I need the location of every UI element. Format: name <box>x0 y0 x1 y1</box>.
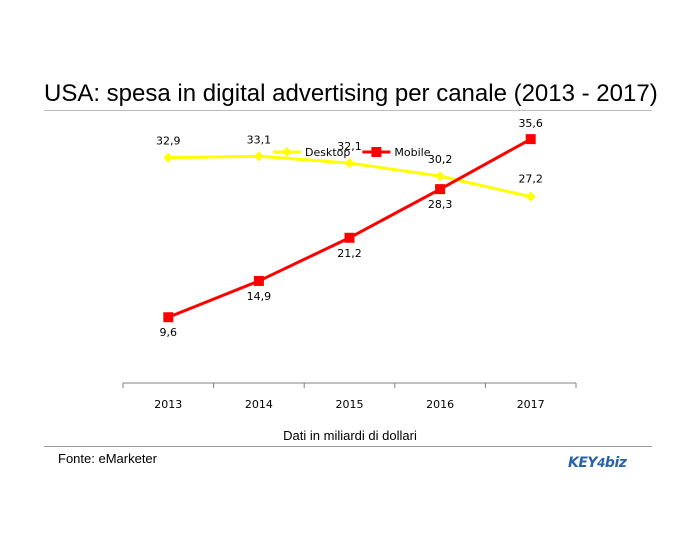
legend-entry: Mobile <box>394 146 430 159</box>
chart-legend: Desktop Mobile <box>273 146 431 159</box>
x-tick-label: 2017 <box>517 398 545 411</box>
data-label-desktop: 27,2 <box>518 173 543 186</box>
legend-swatch-marker <box>282 147 292 157</box>
data-label-desktop: 32,9 <box>156 135 181 148</box>
logo-part: biz <box>604 455 627 471</box>
data-point-desktop <box>525 191 536 202</box>
line-chart: Desktop Mobile 2013 2014 2015 2016 2017 32,9 3… <box>122 117 577 411</box>
data-labels: 32,9 33,1 32,1 30,2 27,2 9,6 14,9 21,2 28,3 35,6 <box>156 117 543 339</box>
data-label-mobile: 21,2 <box>337 247 362 260</box>
key4biz-logo: KEY4biz <box>568 455 627 471</box>
data-label-mobile: 28,3 <box>428 198 453 211</box>
page-title: USA: spesa in digital advertising per ca… <box>44 80 658 107</box>
data-label-mobile: 35,6 <box>518 117 543 130</box>
logo-part: 4 <box>597 456 605 470</box>
data-point-desktop <box>344 158 355 169</box>
data-point-desktop <box>435 171 446 182</box>
data-label-mobile: 9,6 <box>160 326 178 339</box>
source-note: Fonte: eMarketer <box>58 451 157 466</box>
logo-part: KEY <box>568 455 598 471</box>
title-divider <box>44 110 652 111</box>
x-tick-label: 2014 <box>245 398 273 411</box>
x-tick-label: 2015 <box>336 398 364 411</box>
x-tick-label: 2016 <box>426 398 454 411</box>
series-layer <box>163 134 536 323</box>
data-point-mobile <box>525 134 536 145</box>
legend-swatch-marker <box>371 147 382 157</box>
data-label-desktop: 33,1 <box>247 133 272 146</box>
data-label-desktop: 32,1 <box>337 140 362 153</box>
data-point-mobile <box>253 275 264 286</box>
data-point-desktop <box>253 151 264 162</box>
legend-entry: Desktop <box>305 146 350 159</box>
data-point-mobile <box>163 312 174 323</box>
data-point-mobile <box>435 184 446 195</box>
footer-divider <box>44 446 652 447</box>
x-axis-caption: Dati in miliardi di dollari <box>283 428 417 443</box>
data-point-mobile <box>344 232 355 243</box>
x-axis: 2013 2014 2015 2016 2017 <box>122 382 577 411</box>
data-point-desktop <box>163 152 174 163</box>
x-tick-label: 2013 <box>154 398 182 411</box>
data-label-desktop: 30,2 <box>428 153 453 166</box>
data-label-mobile: 14,9 <box>247 290 272 303</box>
